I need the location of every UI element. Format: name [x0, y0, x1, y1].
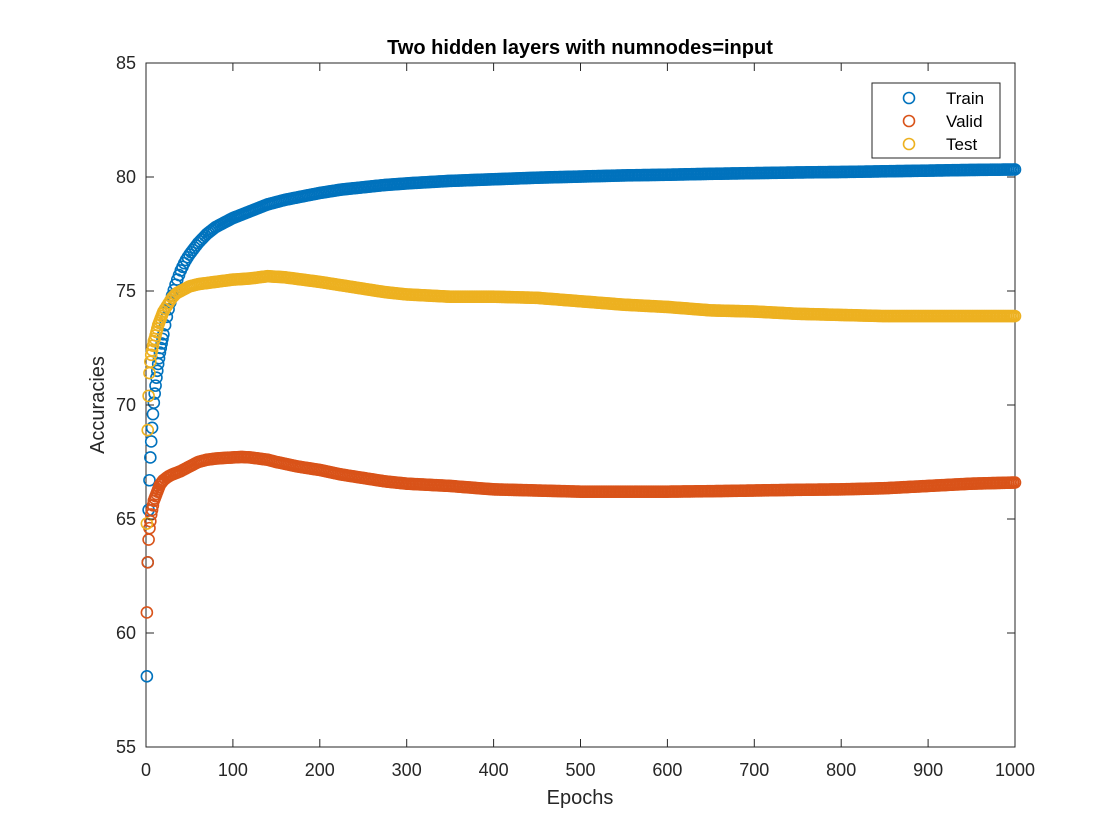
y-axis-label: Accuracies	[87, 356, 109, 454]
legend-entry-test: Test	[902, 135, 977, 154]
x-tick-label: 100	[218, 760, 248, 780]
data-point	[154, 341, 168, 355]
x-tick-label: 900	[913, 760, 943, 780]
legend-box	[871, 82, 1001, 159]
data-point	[140, 517, 154, 530]
x-tick-label: 700	[739, 760, 769, 780]
data-point	[144, 435, 158, 448]
x-tick-label: 800	[826, 760, 856, 780]
x-axis-label: Epochs	[547, 787, 614, 809]
data-point	[140, 606, 154, 619]
data-point	[1008, 163, 1022, 176]
y-tick-label: 55	[116, 737, 136, 757]
data-point	[145, 343, 159, 357]
series-valid	[140, 450, 1022, 619]
legend: Train Valid Test	[871, 82, 1001, 159]
legend-marker-valid	[902, 114, 916, 128]
series-test	[140, 269, 1022, 530]
y-tick-label: 65	[116, 509, 136, 529]
data-point	[143, 473, 156, 487]
x-tick-label: 500	[565, 760, 595, 780]
x-tick-label: 1000	[995, 760, 1035, 780]
data-point	[1008, 309, 1022, 323]
data-point	[153, 346, 167, 359]
data-point	[144, 451, 157, 464]
data-point	[149, 379, 162, 392]
y-tick-label: 80	[116, 167, 136, 187]
data-point	[1008, 476, 1022, 489]
data-point	[146, 499, 160, 512]
y-tick-label: 75	[116, 281, 136, 301]
data-point	[142, 389, 155, 403]
legend-entry-valid: Valid	[902, 112, 983, 131]
legend-label-valid: Valid	[946, 112, 983, 131]
x-tick-label: 200	[305, 760, 335, 780]
y-axis-ticks: 55 60 65 70 75 80 85	[116, 53, 1015, 757]
y-tick-label: 70	[116, 395, 136, 415]
y-tick-label: 85	[116, 53, 136, 73]
legend-entry-train: Train	[902, 89, 984, 108]
x-axis-ticks: 0 100 200 300 400 500 600 700 800 900 1000	[141, 63, 1035, 780]
data-point	[141, 556, 155, 569]
x-tick-label: 300	[392, 760, 422, 780]
data-point	[148, 387, 161, 400]
x-tick-label: 600	[652, 760, 682, 780]
x-tick-label: 0	[141, 760, 151, 780]
data-point	[151, 364, 164, 378]
data-point	[141, 423, 155, 437]
legend-marker-test	[902, 137, 916, 151]
legend-label-test: Test	[946, 135, 977, 154]
data-point	[144, 348, 158, 362]
data-marks	[140, 163, 1022, 683]
data-point	[140, 670, 154, 683]
x-tick-label: 400	[479, 760, 509, 780]
data-point	[145, 503, 159, 517]
chart-title: Two hidden layers with numnodes=input	[387, 37, 773, 59]
series-train	[140, 163, 1022, 683]
y-tick-label: 60	[116, 623, 136, 643]
legend-marker-train	[902, 91, 916, 105]
legend-label-train: Train	[946, 89, 984, 108]
